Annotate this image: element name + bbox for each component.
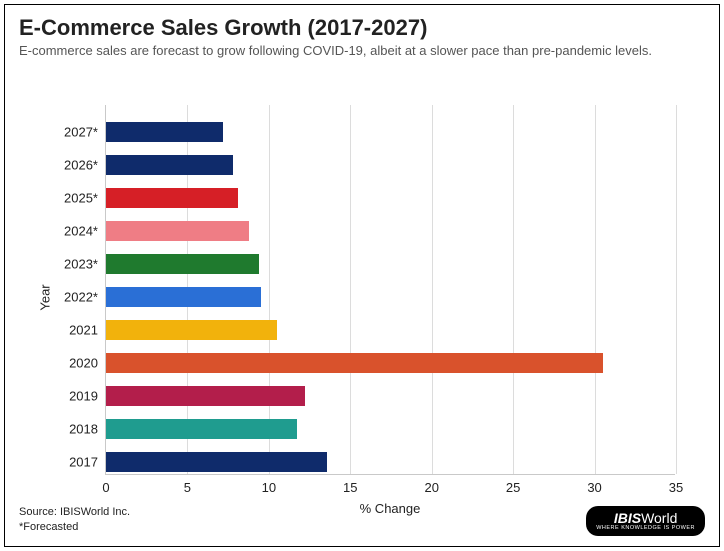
y-tick-label: 2025* <box>64 190 106 205</box>
logo-tagline: WHERE KNOWLEDGE IS POWER <box>596 525 695 531</box>
bar <box>106 155 233 175</box>
y-tick-label: 2022* <box>64 289 106 304</box>
x-tick-label: 15 <box>343 474 357 495</box>
bar <box>106 353 603 373</box>
bar <box>106 419 297 439</box>
gridline <box>350 105 351 474</box>
chart-subtitle: E-commerce sales are forecast to grow fo… <box>5 43 719 63</box>
chart-frame: { "title": { "text": "E-Commerce Sales G… <box>4 4 720 547</box>
gridline <box>432 105 433 474</box>
x-axis-label: % Change <box>360 501 421 516</box>
x-tick-label: 20 <box>424 474 438 495</box>
gridline <box>595 105 596 474</box>
y-tick-label: 2024* <box>64 223 106 238</box>
chart-title: E-Commerce Sales Growth (2017-2027) <box>5 5 719 43</box>
y-tick-label: 2020 <box>69 355 106 370</box>
x-tick-label: 35 <box>669 474 683 495</box>
source-line-1: Source: IBISWorld Inc. <box>19 505 130 519</box>
y-tick-label: 2018 <box>69 421 106 436</box>
x-tick-label: 0 <box>102 474 109 495</box>
bar <box>106 188 238 208</box>
y-tick-label: 2026* <box>64 157 106 172</box>
bar <box>106 254 259 274</box>
x-tick-label: 30 <box>587 474 601 495</box>
logo-text-b: World <box>641 510 677 526</box>
y-tick-label: 2017 <box>69 454 106 469</box>
y-tick-label: 2023* <box>64 256 106 271</box>
source-line-2: *Forecasted <box>19 520 130 534</box>
bar <box>106 452 327 472</box>
y-tick-label: 2027* <box>64 124 106 139</box>
bar <box>106 287 261 307</box>
ibisworld-logo: IBISWorld WHERE KNOWLEDGE IS POWER <box>586 506 705 536</box>
gridline <box>513 105 514 474</box>
plot-area: 051015202530352027*2026*2025*2024*2023*2… <box>105 105 675 475</box>
y-tick-label: 2019 <box>69 388 106 403</box>
bar <box>106 386 305 406</box>
gridline <box>676 105 677 474</box>
x-tick-label: 5 <box>184 474 191 495</box>
bar <box>106 320 277 340</box>
bar <box>106 122 223 142</box>
x-tick-label: 25 <box>506 474 520 495</box>
logo-text-a: IBIS <box>614 510 641 526</box>
y-tick-label: 2021 <box>69 322 106 337</box>
x-tick-label: 10 <box>262 474 276 495</box>
source-text: Source: IBISWorld Inc. *Forecasted <box>19 505 130 534</box>
y-axis-label: Year <box>38 284 53 310</box>
bar <box>106 221 249 241</box>
